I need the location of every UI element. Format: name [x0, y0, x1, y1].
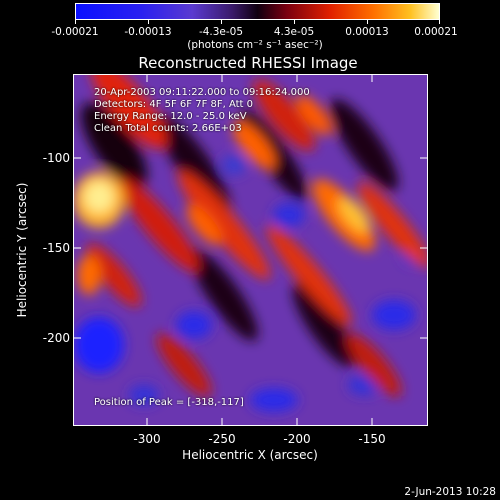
- x-tick-label: -150: [358, 432, 386, 446]
- peak-position: Position of Peak = [-318,-117]: [94, 397, 244, 408]
- colorbar-label: 0.00013: [345, 26, 389, 38]
- colorbar-tick: [367, 20, 368, 24]
- x-tick-label: -250: [208, 432, 236, 446]
- info-time-range: 20-Apr-2003 09:11:22.000 to 09:16:24.000: [94, 87, 310, 98]
- info-detectors: Detectors: 4F 5F 6F 7F 8F, Att 0: [94, 99, 254, 110]
- y-axis-label: Heliocentric Y (arcsec): [15, 182, 29, 318]
- colorbar-label: -4.3e-05: [198, 26, 244, 38]
- colorbar-label: -0.00013: [124, 26, 172, 38]
- rhessi-map: [74, 75, 427, 425]
- colorbar-tick: [148, 20, 149, 24]
- colorbar-tick: [439, 20, 440, 24]
- y-tick-label: -150: [42, 241, 70, 255]
- info-clean-counts: Clean Total counts: 2.66E+03: [94, 123, 242, 134]
- y-tick-label: -100: [42, 151, 70, 165]
- rhessi-image: 20-Apr-2003 09:11:22.000 to 09:16:24.000…: [73, 74, 428, 426]
- colorbar-tick: [221, 20, 222, 24]
- colorbar-label: -0.00021: [51, 26, 99, 38]
- x-axis-label: Heliocentric X (arcsec): [182, 448, 318, 462]
- info-energy-range: Energy Range: 12.0 - 25.0 keV: [94, 111, 247, 122]
- colorbar: [75, 3, 440, 20]
- x-tick-label: -300: [133, 432, 161, 446]
- y-tick-label: -200: [42, 331, 70, 345]
- colorbar-label: 0.00021: [414, 26, 458, 38]
- image-title: Reconstructed RHESSI Image: [138, 54, 358, 72]
- colorbar-label: 4.3e-05: [273, 26, 315, 38]
- colorbar-tick: [294, 20, 295, 24]
- colorbar-tick: [75, 20, 76, 24]
- date-stamp: 2-Jun-2013 10:28: [404, 486, 496, 498]
- colorbar-units: (photons cm⁻² s⁻¹ asec⁻²): [187, 39, 323, 51]
- x-tick-label: -200: [283, 432, 311, 446]
